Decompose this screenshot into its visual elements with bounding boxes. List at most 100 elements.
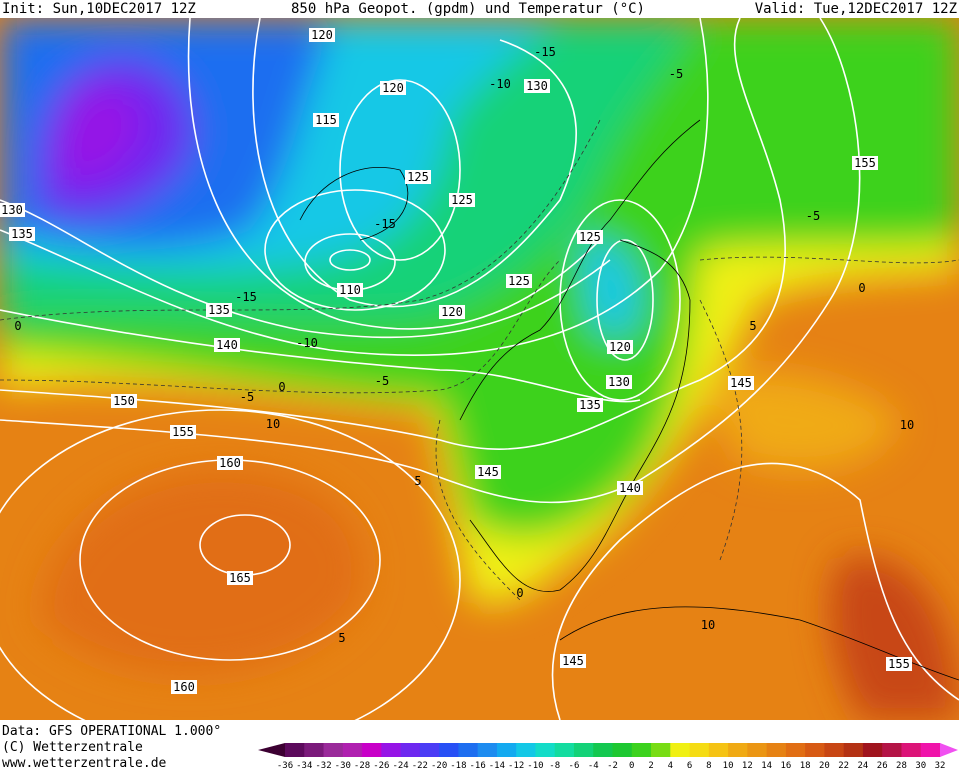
temperature-label: -5: [806, 209, 820, 223]
contour-label-box: [475, 465, 501, 479]
temperature-label: 0: [14, 319, 21, 333]
contour-label-box: [217, 456, 243, 470]
scale-label: 16: [780, 761, 791, 770]
contour-label-box: [313, 113, 339, 127]
geopotential-label: 150: [113, 394, 135, 408]
scale-swatch: [458, 743, 479, 757]
map-title: 850 hPa Geopot. (gpdm) und Temperatur (°…: [291, 1, 645, 17]
scale-swatch: [824, 743, 845, 757]
geopotential-label: 125: [407, 170, 429, 184]
contour-label-box: [0, 203, 25, 217]
geopotential-label: 155: [888, 657, 910, 671]
scale-label: -4: [588, 761, 599, 770]
scale-label: -28: [354, 761, 370, 770]
geopotential-label: 145: [477, 465, 499, 479]
contour-label-box: [171, 680, 197, 694]
temperature-label: -15: [534, 45, 556, 59]
scale-label: 18: [800, 761, 811, 770]
scale-swatch: [920, 743, 941, 757]
scale-label: -32: [315, 761, 331, 770]
scale-swatch: [419, 743, 440, 757]
data-source: Data: GFS OPERATIONAL 1.000°: [2, 724, 221, 739]
scale-label: -2: [607, 761, 618, 770]
scale-swatch: [612, 743, 633, 757]
geopotential-label: 130: [608, 375, 630, 389]
scale-swatch: [901, 743, 922, 757]
scale-swatch: [323, 743, 344, 757]
temperature-label: 10: [266, 417, 280, 431]
scale-label: 0: [629, 761, 634, 770]
scale-swatch: [496, 743, 517, 757]
scale-label: 30: [915, 761, 926, 770]
scale-label: 2: [648, 761, 653, 770]
geopotential-label: 120: [441, 305, 463, 319]
temperature-contours: [0, 119, 959, 601]
contour-label-box: [560, 654, 586, 668]
scale-label: -24: [392, 761, 408, 770]
temperature-label: 0: [858, 281, 865, 295]
contour-label-box: [380, 81, 406, 95]
temperature-label: 10: [701, 618, 715, 632]
scale-label: -22: [412, 761, 428, 770]
contour-label-box: [170, 425, 196, 439]
temperature-label: 0: [278, 380, 285, 394]
scale-swatch: [766, 743, 787, 757]
scale-swatch: [400, 743, 421, 757]
temperature-label: -10: [296, 336, 318, 350]
scale-arrow-left: [258, 743, 285, 757]
copyright: (C) Wetterzentrale: [2, 740, 143, 755]
contour-label-box: [577, 230, 603, 244]
contour-label-box: [337, 283, 363, 297]
scale-swatch: [631, 743, 652, 757]
scale-swatch: [342, 743, 363, 757]
scale-swatch: [882, 743, 902, 757]
geopotential-label: 120: [609, 340, 631, 354]
scale-swatch: [554, 743, 575, 757]
geopotential-label: 130: [1, 203, 23, 217]
geopotential-label: 110: [339, 283, 361, 297]
scale-label: 24: [858, 761, 869, 770]
geopotential-label: 115: [315, 113, 337, 127]
scale-swatch: [381, 743, 402, 757]
contour-label-box: [214, 338, 240, 352]
contour-label-box: [606, 375, 632, 389]
geopotential-label: 130: [526, 79, 548, 93]
scale-arrow-right: [940, 743, 958, 757]
scale-label: -18: [450, 761, 466, 770]
temperature-label: 5: [338, 631, 345, 645]
scale-label: 6: [687, 761, 692, 770]
contour-label-box: [728, 376, 754, 390]
website: www.wetterzentrale.de: [2, 756, 167, 770]
scale-swatch: [516, 743, 536, 757]
scale-swatch: [843, 743, 864, 757]
init-time: Init: Sun,10DEC2017 12Z: [2, 1, 196, 17]
scale-label: 32: [935, 761, 946, 770]
geopotential-label: 120: [311, 28, 333, 42]
contour-label-box: [439, 305, 465, 319]
contour-label-box: [9, 227, 35, 241]
scale-label: 28: [896, 761, 907, 770]
geopotential-label: 165: [229, 571, 251, 585]
scale-label: -8: [549, 761, 560, 770]
temperature-label: -5: [669, 67, 683, 81]
scale-swatch: [593, 743, 613, 757]
contour-label-box: [524, 79, 550, 93]
temperature-label: -15: [235, 290, 257, 304]
contour-label-box: [607, 340, 633, 354]
temperature-label: 5: [749, 319, 756, 333]
geopotential-label: 135: [11, 227, 33, 241]
geopotential-label: 145: [562, 654, 584, 668]
scale-label: -30: [335, 761, 351, 770]
scale-label: -26: [373, 761, 389, 770]
temperature-label: -15: [374, 217, 396, 231]
temperature-label: 0: [516, 586, 523, 600]
scale-swatch: [304, 743, 325, 757]
geopotential-label: 160: [219, 456, 241, 470]
scale-label: -14: [489, 761, 505, 770]
scale-swatch: [689, 743, 710, 757]
scale-label: 20: [819, 761, 830, 770]
geopotential-label: 125: [508, 274, 530, 288]
scale-swatch: [651, 743, 671, 757]
valid-time: Valid: Tue,12DEC2017 12Z: [755, 1, 957, 17]
